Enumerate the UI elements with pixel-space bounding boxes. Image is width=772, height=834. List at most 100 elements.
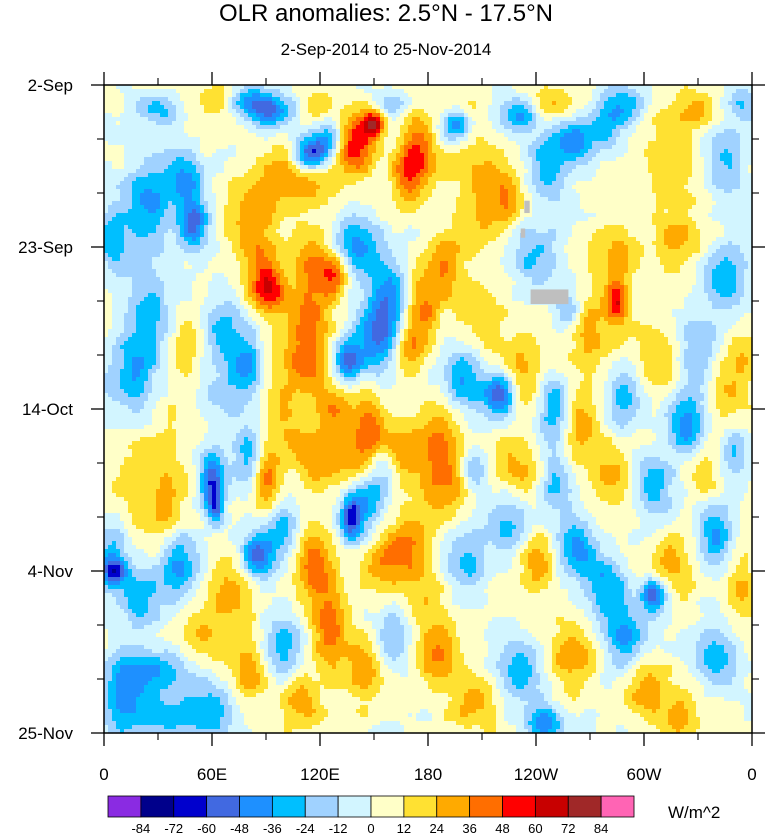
field-cell xyxy=(192,97,197,102)
field-cell xyxy=(148,89,153,94)
field-cell xyxy=(256,89,261,94)
field-cell xyxy=(496,105,501,110)
field-cell xyxy=(600,113,605,118)
field-cell xyxy=(196,101,201,106)
field-cell xyxy=(176,105,181,110)
field-cell xyxy=(300,117,305,122)
field-cell xyxy=(584,113,589,118)
field-cell xyxy=(164,93,169,98)
field-cell xyxy=(532,89,537,94)
field-cell xyxy=(148,113,153,118)
field-cell xyxy=(572,105,577,110)
field-cell xyxy=(636,113,641,118)
field-cell xyxy=(676,93,681,98)
field-cell xyxy=(404,105,409,110)
field-cell xyxy=(392,89,397,94)
field-cell xyxy=(552,117,557,122)
field-cell xyxy=(460,113,465,118)
field-cell xyxy=(168,109,173,114)
field-cell xyxy=(116,89,121,94)
field-cell xyxy=(204,113,209,118)
field-cell xyxy=(628,93,633,98)
field-cell xyxy=(536,101,541,106)
field-cell xyxy=(512,105,517,110)
field-cell xyxy=(416,109,421,114)
field-cell xyxy=(400,109,405,114)
field-cell xyxy=(244,101,249,106)
field-cell xyxy=(188,101,193,106)
field-cell xyxy=(152,93,157,98)
field-cell xyxy=(468,93,473,98)
field-cell xyxy=(264,93,269,98)
field-cell xyxy=(596,93,601,98)
field-cell xyxy=(340,93,345,98)
field-cell xyxy=(464,105,469,110)
field-cell xyxy=(272,117,277,122)
field-cell xyxy=(552,89,557,94)
field-cell xyxy=(508,89,513,94)
field-cell xyxy=(176,117,181,122)
field-cell xyxy=(168,105,173,110)
field-cell xyxy=(396,109,401,114)
field-cell xyxy=(428,117,433,122)
field-cell xyxy=(484,105,489,110)
field-cell xyxy=(204,97,209,102)
field-cell xyxy=(276,109,281,114)
field-cell xyxy=(228,101,233,106)
field-cell xyxy=(396,97,401,102)
field-cell xyxy=(564,93,569,98)
field-cell xyxy=(128,121,133,126)
field-cell xyxy=(248,105,253,110)
field-cell xyxy=(744,105,749,110)
field-cell xyxy=(232,97,237,102)
field-cell xyxy=(720,101,725,106)
field-cell xyxy=(424,113,429,118)
field-cell xyxy=(404,89,409,94)
field-cell xyxy=(436,105,441,110)
field-cell xyxy=(516,117,521,122)
field-cell xyxy=(156,101,161,106)
field-cell xyxy=(320,109,325,114)
field-cell xyxy=(432,89,437,94)
field-cell xyxy=(484,89,489,94)
field-cell xyxy=(256,113,261,118)
field-cell xyxy=(600,97,605,102)
field-cell xyxy=(516,113,521,118)
field-cell xyxy=(156,113,161,118)
field-cell xyxy=(420,109,425,114)
field-cell xyxy=(400,101,405,106)
field-cell xyxy=(692,117,697,122)
field-cell xyxy=(176,97,181,102)
field-cell xyxy=(344,105,349,110)
field-cell xyxy=(392,113,397,118)
field-cell xyxy=(352,93,357,98)
field-cell xyxy=(416,101,421,106)
field-cell xyxy=(528,117,533,122)
field-cell xyxy=(276,89,281,94)
field-cell xyxy=(152,121,157,126)
field-cell xyxy=(648,97,653,102)
field-cell xyxy=(592,93,597,98)
field-cell xyxy=(156,89,161,94)
field-cell xyxy=(324,93,329,98)
field-cell xyxy=(556,113,561,118)
field-cell xyxy=(268,117,273,122)
field-cell xyxy=(192,93,197,98)
field-cell xyxy=(456,113,461,118)
field-cell xyxy=(680,109,685,114)
field-cell xyxy=(516,105,521,110)
field-cell xyxy=(188,113,193,118)
field-cell xyxy=(380,117,385,122)
field-cell xyxy=(556,105,561,110)
field-cell xyxy=(184,105,189,110)
field-cell xyxy=(108,89,113,94)
field-cell xyxy=(124,121,129,126)
field-cell xyxy=(200,93,205,98)
field-cell xyxy=(688,109,693,114)
field-cell xyxy=(544,93,549,98)
field-cell xyxy=(148,93,153,98)
field-cell xyxy=(212,93,217,98)
field-cell xyxy=(248,113,253,118)
field-cell xyxy=(232,89,237,94)
field-cell xyxy=(452,93,457,98)
